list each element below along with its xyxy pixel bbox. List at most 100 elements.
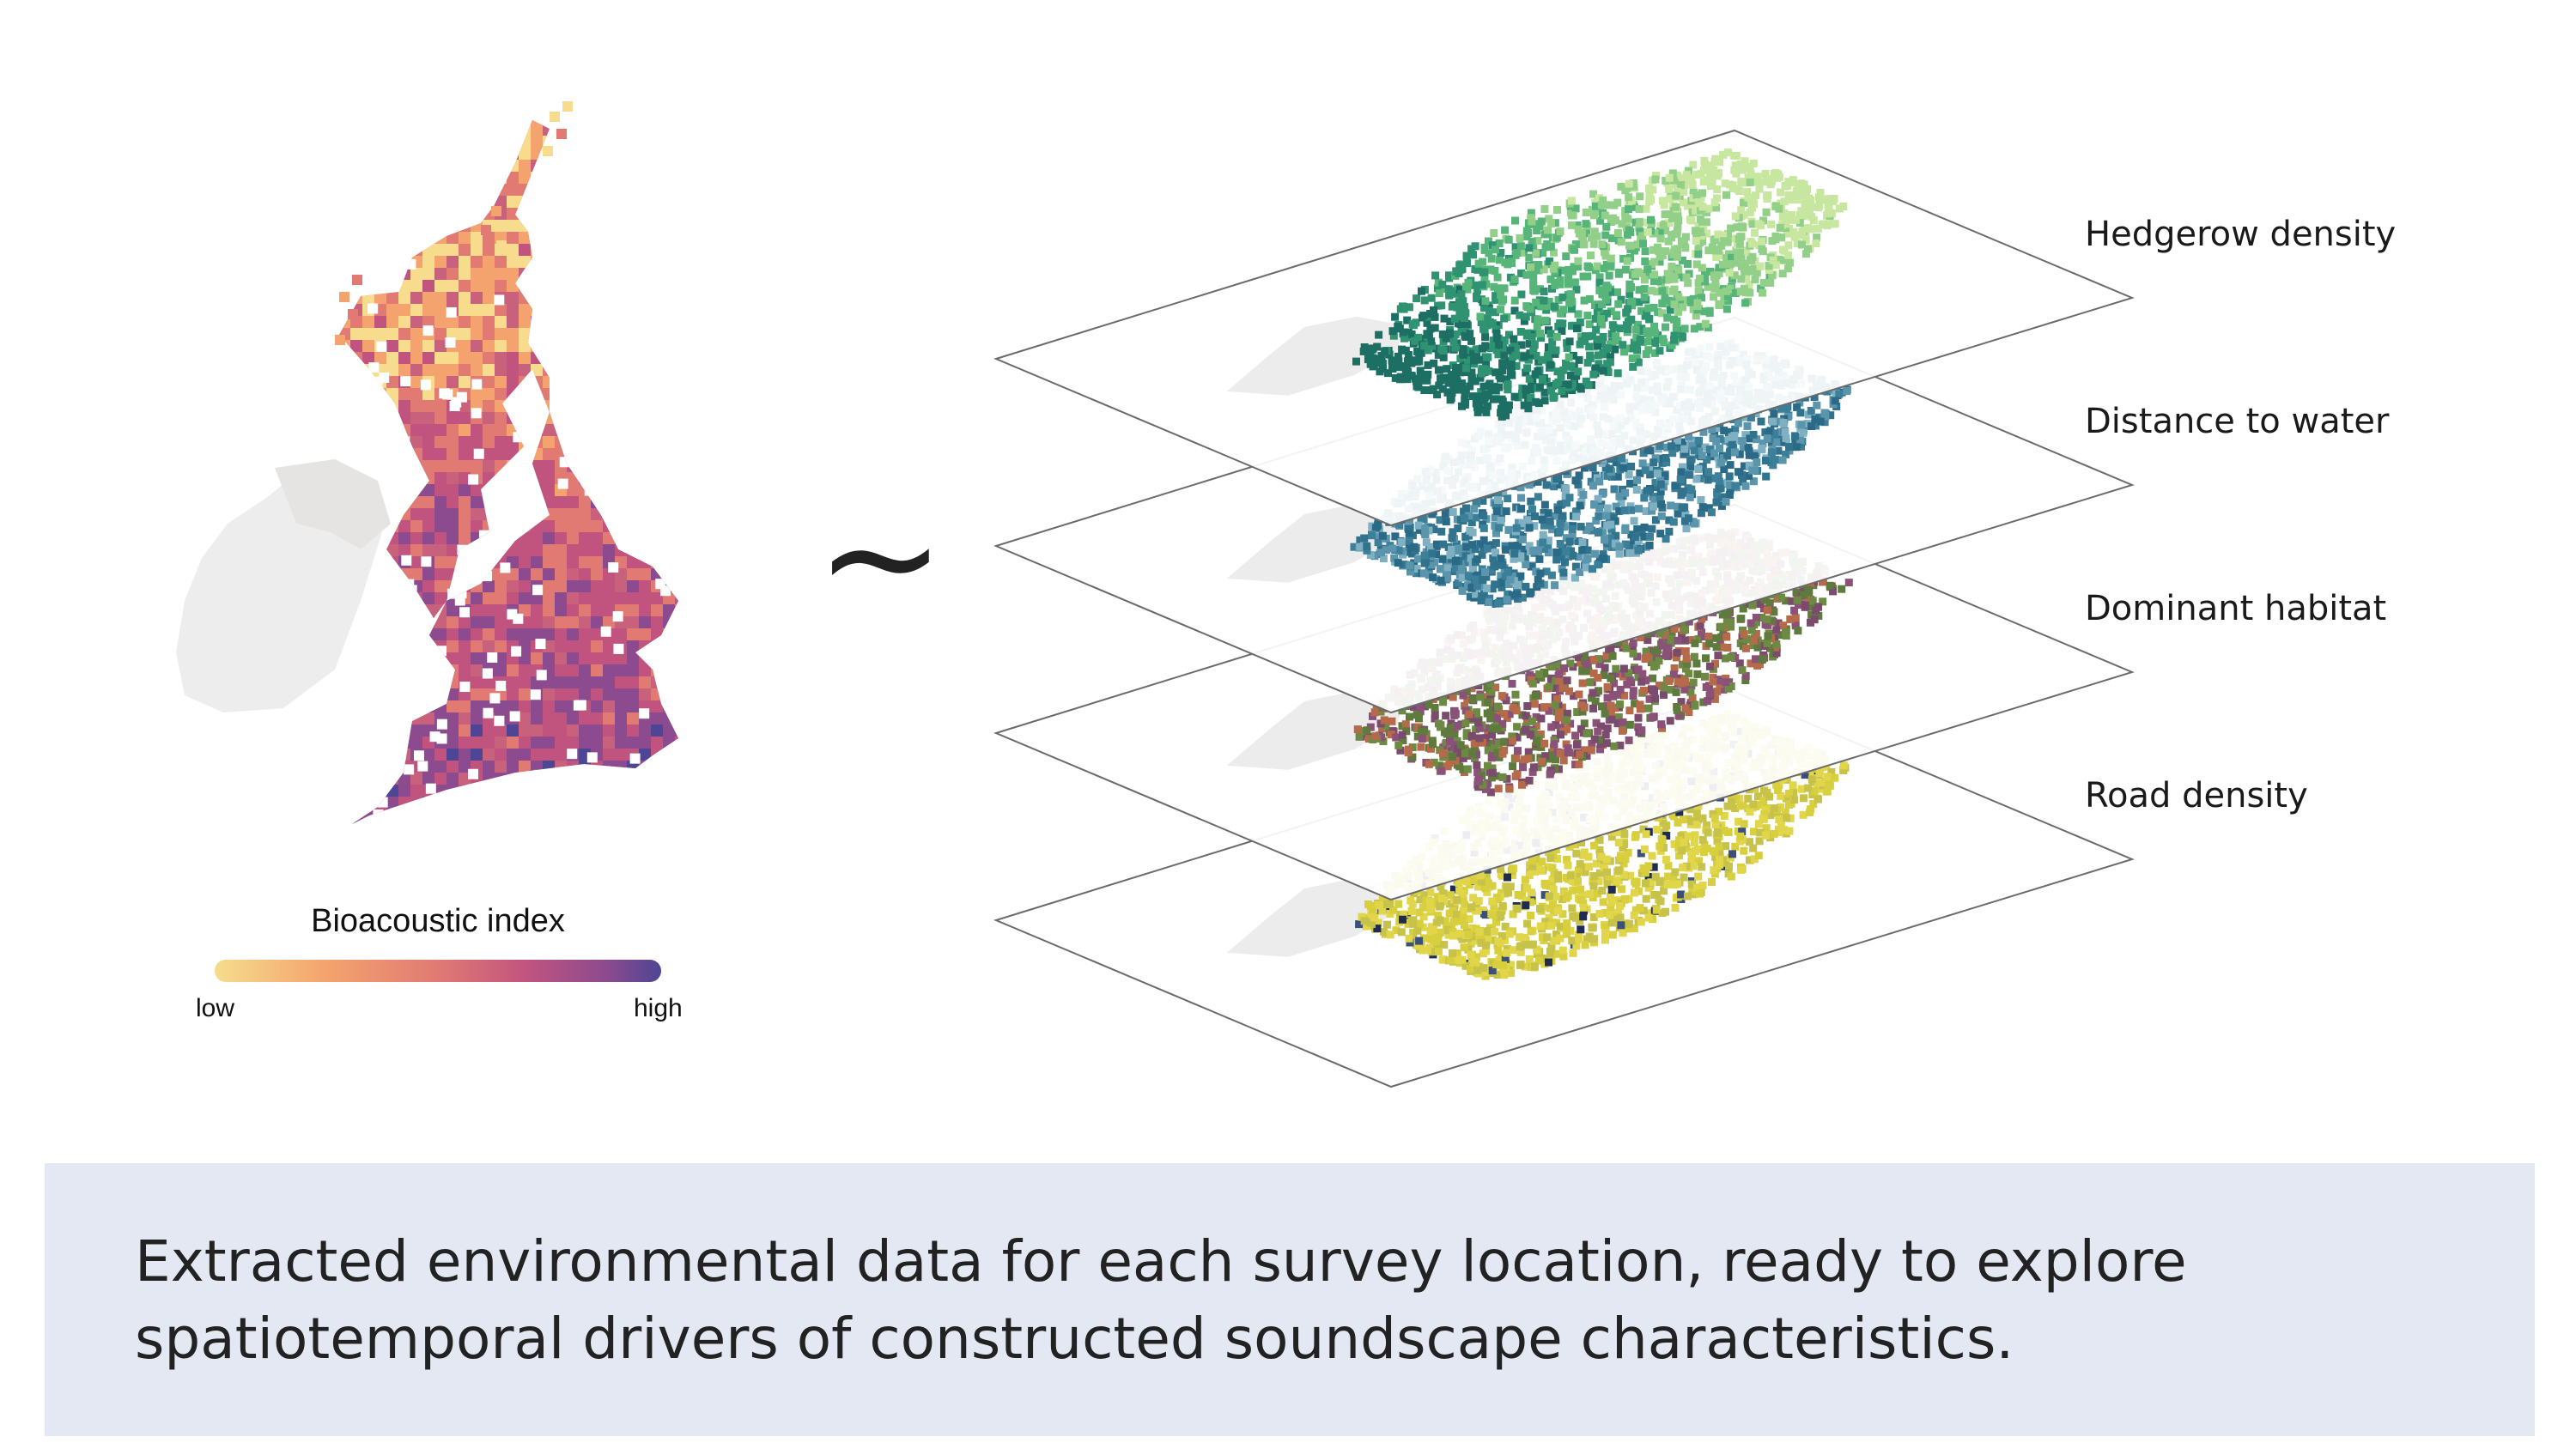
- map-pixel: [567, 220, 579, 232]
- map-pixel: [627, 120, 639, 124]
- map-pixel: [459, 328, 471, 340]
- map-pixel: [651, 244, 663, 256]
- map-pixel: [471, 712, 483, 724]
- map-pixel: [398, 208, 410, 220]
- map-pixel: [591, 628, 603, 640]
- map-pixel: [386, 412, 398, 424]
- map-pixel: [627, 388, 639, 400]
- layer-cell: [1607, 833, 1616, 841]
- layer-cell: [1760, 810, 1769, 819]
- map-gap: [684, 727, 695, 737]
- map-pixel: [410, 196, 422, 208]
- map-pixel: [699, 376, 711, 388]
- map-pixel: [603, 785, 615, 797]
- layer-cell: [1770, 804, 1778, 813]
- map-pixel: [591, 460, 603, 472]
- map-pixel: [627, 676, 639, 688]
- map-pixel: [519, 592, 531, 604]
- map-pixel: [579, 821, 591, 824]
- map-pixel: [543, 532, 555, 544]
- map-pixel: [422, 520, 434, 532]
- layer-cell: [1525, 955, 1534, 963]
- layer-cell: [1463, 695, 1472, 704]
- map-pixel: [579, 580, 591, 592]
- map-pixel: [386, 184, 398, 196]
- map-pixel: [663, 460, 675, 472]
- map-pixel: [459, 700, 471, 712]
- layer-cell: [1720, 812, 1728, 820]
- layer-cell: [1549, 937, 1558, 945]
- map-pixel: [495, 484, 507, 496]
- map-pixel: [422, 592, 434, 604]
- map-pixel: [687, 592, 699, 604]
- map-pixel: [326, 268, 338, 280]
- layer-cell: [1620, 840, 1629, 848]
- map-pixel: [651, 256, 663, 268]
- layer-cell: [1557, 731, 1564, 739]
- map-pixel: [699, 592, 711, 604]
- layer-cell: [1714, 829, 1722, 838]
- map-pixel: [374, 124, 386, 136]
- map-pixel: [591, 544, 603, 556]
- map-pixel: [374, 388, 386, 400]
- layer-cell: [1574, 866, 1583, 875]
- map-pixel: [543, 580, 555, 592]
- map-gap: [487, 652, 498, 663]
- map-pixel: [386, 676, 398, 688]
- layer-cell: [1662, 856, 1671, 864]
- layer-cell: [1750, 828, 1758, 836]
- map-pixel: [663, 184, 675, 196]
- layer-cell: [1577, 658, 1585, 667]
- map-pixel: [627, 184, 639, 196]
- layer-cell: [1471, 932, 1479, 941]
- layer-cell: [1829, 587, 1838, 596]
- layer-cell: [1439, 698, 1448, 706]
- layer-cell: [1735, 659, 1744, 668]
- layer-cell: [1827, 767, 1836, 776]
- layer-cell: [1639, 825, 1648, 834]
- layer-cell: [1574, 931, 1583, 939]
- map-pixel: [422, 628, 434, 640]
- layer-cell: [1467, 950, 1475, 959]
- map-pixel: [603, 809, 615, 821]
- map-pixel: [374, 244, 386, 256]
- layer-cell: [1731, 804, 1740, 813]
- layer-cell: [1488, 967, 1497, 975]
- layer-cell: [1724, 684, 1733, 693]
- map-pixel: [639, 412, 651, 424]
- layer-cell: [1530, 962, 1539, 971]
- map-pixel: [519, 472, 531, 484]
- map-pixel: [374, 412, 386, 424]
- map-pixel: [591, 616, 603, 628]
- map-pixel: [422, 640, 434, 652]
- layer-cell: [1616, 685, 1625, 694]
- layer-cell: [1503, 949, 1511, 957]
- map-gap: [482, 571, 493, 582]
- layer-cell: [1459, 906, 1467, 915]
- map-pixel: [651, 448, 663, 460]
- layer-cell: [1664, 862, 1673, 870]
- map-pixel: [339, 160, 350, 172]
- layer-cell: [1419, 912, 1428, 921]
- layer-cell: [1415, 937, 1424, 945]
- map-pixel: [434, 364, 447, 376]
- map-pixel: [699, 184, 711, 196]
- map-pixel: [483, 316, 495, 328]
- map-pixel: [410, 532, 422, 544]
- map-pixel: [459, 664, 471, 676]
- map-pixel: [339, 364, 350, 376]
- map-gap: [386, 453, 398, 464]
- map-pixel: [663, 652, 675, 664]
- map-gap: [414, 750, 425, 761]
- layer-cell: [1537, 866, 1546, 875]
- map-pixel: [651, 604, 663, 616]
- map-pixel: [447, 244, 459, 256]
- layer-cell: [1598, 887, 1607, 894]
- map-pixel: [374, 352, 386, 364]
- map-pixel: [555, 364, 567, 376]
- map-pixel: [386, 160, 398, 172]
- map-pixel: [675, 676, 678, 688]
- map-pixel: [639, 773, 651, 785]
- map-pixel: [699, 232, 711, 244]
- map-pixel: [627, 724, 639, 737]
